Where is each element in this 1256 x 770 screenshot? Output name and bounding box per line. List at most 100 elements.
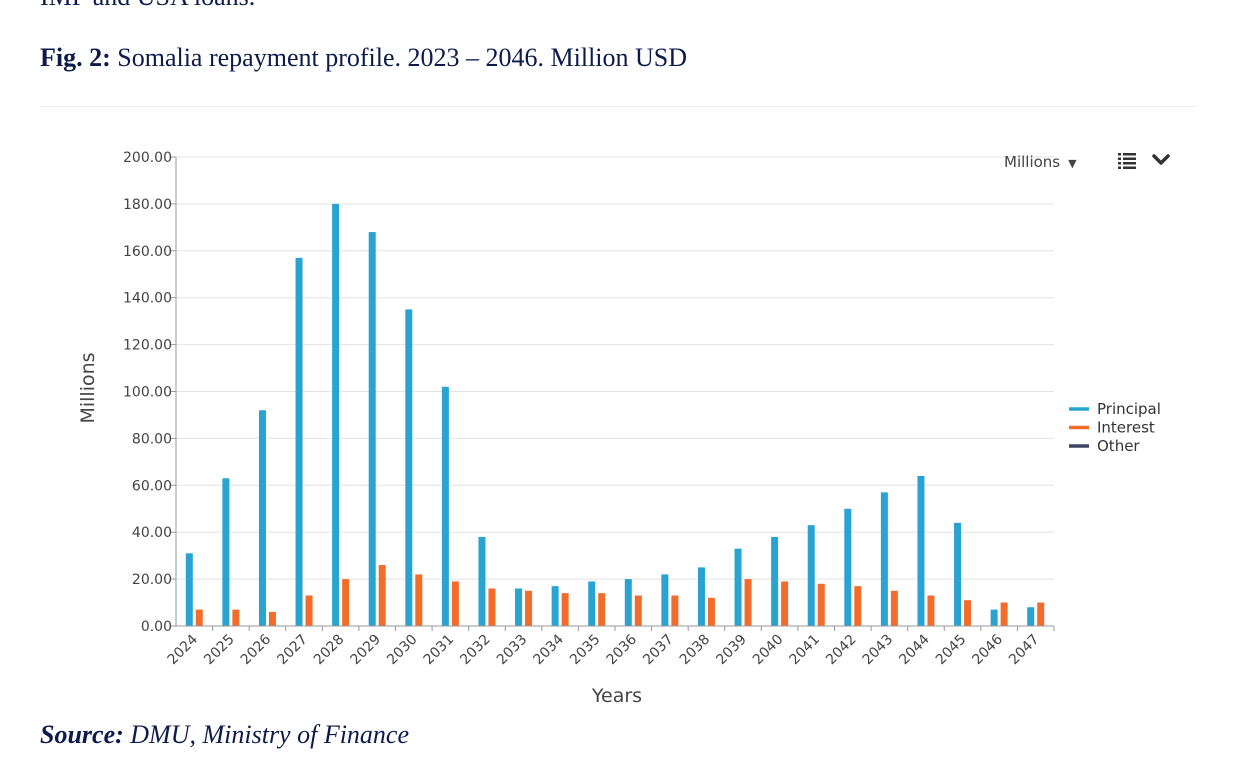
x-tick-label: 2032 — [457, 632, 494, 669]
source-label: Source: — [40, 720, 124, 749]
x-tick-labels: 2024 2025 2026 2027 2028 2029 2030 2031 2032 2033… — [165, 626, 1055, 669]
bar-interest — [1037, 602, 1045, 626]
bar-interest — [1000, 602, 1008, 626]
bar-principal — [697, 567, 705, 626]
bar-principal — [368, 232, 376, 627]
bar-interest — [305, 595, 313, 626]
legend-label-interest: Interest — [1097, 419, 1155, 437]
y-tick-label: 60.00 — [132, 478, 172, 494]
bar-interest — [964, 600, 972, 626]
y-tick-label: 20.00 — [132, 572, 172, 588]
y-tick-label: 200.00 — [123, 150, 172, 166]
bar-interest — [378, 565, 386, 626]
bar-principal — [954, 522, 962, 626]
bar-interest — [598, 593, 606, 626]
units-dropdown[interactable]: Millions ▼ — [1004, 153, 1077, 171]
x-tick-label: 2046 — [969, 631, 1006, 668]
bar-interest — [927, 595, 935, 626]
bar-interest — [781, 581, 789, 626]
x-tick-label: 2045 — [933, 632, 970, 669]
bar-principal — [551, 586, 559, 626]
bar-interest — [854, 586, 862, 626]
bar-interest — [561, 593, 569, 626]
caret-down-icon: ▼ — [1068, 157, 1077, 170]
legend-label-principal: Principal — [1097, 400, 1161, 418]
x-tick-label: 2029 — [348, 632, 385, 669]
bar-principal — [1027, 607, 1035, 626]
chevron-menu-button[interactable] — [1150, 150, 1172, 175]
bar-principal — [990, 609, 998, 626]
bar-principal — [844, 508, 852, 626]
bar-principal — [880, 492, 888, 626]
bar-interest — [342, 579, 350, 626]
bar-interest — [817, 583, 825, 626]
x-tick-label: 2024 — [165, 631, 202, 668]
bar-interest — [268, 611, 276, 626]
bar-principal — [515, 588, 523, 626]
bar-principal — [588, 581, 596, 626]
bar-interest — [195, 609, 203, 626]
bar-principal — [661, 574, 669, 626]
y-tick-label: 80.00 — [132, 431, 172, 447]
x-tick-label: 2027 — [274, 632, 311, 669]
chevron-down-icon — [1152, 154, 1170, 165]
bar-principal — [771, 536, 779, 626]
x-tick-label: 2038 — [677, 632, 714, 669]
y-tick-label: 100.00 — [123, 385, 172, 401]
x-tick-label: 2026 — [238, 631, 275, 668]
bar-interest — [890, 590, 898, 626]
bar-principal — [917, 475, 925, 626]
x-tick-label: 2035 — [567, 632, 604, 669]
y-tick-labels: 0.00 20.00 40.00 60.00 80.00 100.00 120.00 140.… — [123, 150, 172, 635]
x-tick-label: 2037 — [640, 632, 677, 669]
bar-interest — [232, 609, 240, 626]
y-tick-label: 180.00 — [123, 197, 172, 213]
grid-lines — [170, 156, 1054, 627]
bar-principal — [185, 553, 193, 626]
x-tick-label: 2036 — [604, 631, 641, 668]
bar-principal — [258, 410, 266, 626]
x-axis-label: Years — [591, 685, 642, 707]
bars — [185, 203, 1045, 627]
source-note: Source: DMU, Ministry of Finance — [40, 720, 409, 750]
bar-principal — [332, 203, 340, 626]
x-tick-label: 2039 — [713, 632, 750, 669]
x-tick-label: 2040 — [750, 632, 787, 669]
x-tick-label: 2044 — [896, 631, 933, 668]
y-tick-label: 0.00 — [141, 619, 172, 635]
figure-caption-text: Somalia repayment profile. 2023 – 2046. … — [110, 43, 688, 72]
x-tick-label: 2041 — [787, 632, 824, 669]
x-tick-label: 2028 — [311, 632, 348, 669]
figure-caption: Fig. 2: Somalia repayment profile. 2023 … — [40, 43, 687, 73]
units-dropdown-label: Millions — [1004, 153, 1061, 171]
y-tick-label: 160.00 — [123, 244, 172, 260]
bar-interest — [415, 574, 423, 626]
x-tick-label: 2030 — [384, 632, 421, 669]
bar-principal — [405, 309, 413, 626]
divider — [40, 106, 1196, 107]
bar-interest — [525, 590, 533, 626]
list-menu-button[interactable] — [1118, 150, 1138, 175]
bar-principal — [441, 386, 449, 626]
y-tick-label: 140.00 — [123, 291, 172, 307]
source-text: DMU, Ministry of Finance — [123, 720, 410, 749]
x-tick-label: 2042 — [823, 632, 860, 669]
x-tick-label: 2034 — [530, 631, 567, 668]
x-tick-label: 2033 — [494, 632, 531, 669]
bar-interest — [451, 581, 459, 626]
bar-interest — [707, 597, 715, 626]
bar-interest — [671, 595, 679, 626]
x-tick-label: 2047 — [1006, 632, 1043, 669]
cut-off-text: IMF and USA loans. — [40, 0, 255, 12]
bar-principal — [478, 536, 486, 626]
list-icon — [1118, 153, 1136, 169]
x-tick-label: 2043 — [860, 632, 897, 669]
bar-principal — [624, 579, 632, 626]
y-axis-label: Millions — [77, 352, 99, 423]
bar-principal — [295, 257, 303, 626]
bar-principal — [807, 525, 815, 626]
y-tick-label: 120.00 — [123, 338, 172, 354]
x-tick-label: 2025 — [201, 632, 238, 669]
